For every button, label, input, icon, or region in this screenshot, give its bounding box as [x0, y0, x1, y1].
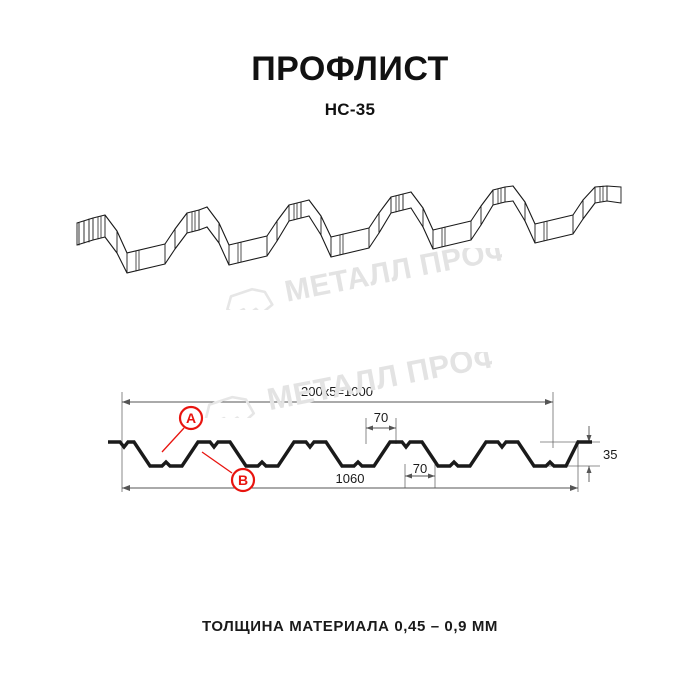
profile-section-outline	[108, 440, 592, 468]
callout-b-circle	[230, 467, 256, 493]
dimension-pitch-total: 200x5=1000	[122, 384, 553, 405]
isometric-profile-illustration	[75, 185, 625, 310]
dimension-overall-width: 1060	[122, 471, 578, 491]
cross-section-technical-drawing: 200x5=1000 70 70 35	[100, 380, 620, 510]
callout-a: A	[161, 405, 204, 453]
dimension-label-rib-bottom: 70	[413, 461, 427, 476]
callout-a-label: A	[186, 410, 196, 426]
callout-a-circle	[178, 405, 204, 431]
material-thickness-text: ТОЛЩИНА МАТЕРИАЛА 0,45 – 0,9 ММ	[201, 618, 499, 635]
page-title: ПРОФЛИСТ	[251, 50, 449, 88]
dimension-label-rib-top: 70	[374, 410, 388, 425]
dimension-label-overall-width: 1060	[336, 471, 365, 486]
footer: ТОЛЩИНА МАТЕРИАЛА 0,45 – 0,9 ММ	[0, 618, 700, 635]
header: ПРОФЛИСТ НС-35	[0, 50, 700, 120]
callout-b-label: B	[238, 472, 248, 488]
cross-section-svg: 200x5=1000 70 70 35	[108, 384, 617, 493]
dimension-rib-top: 70	[366, 410, 396, 431]
dimension-height: 35	[586, 426, 617, 482]
product-model-subtitle: НС-35	[324, 99, 376, 119]
dimension-label-pitch-total: 200x5=1000	[301, 384, 373, 399]
dimension-rib-bottom: 70	[405, 461, 435, 479]
dimension-label-height: 35	[603, 447, 617, 462]
callout-b: B	[201, 451, 256, 493]
isometric-svg	[76, 185, 622, 274]
